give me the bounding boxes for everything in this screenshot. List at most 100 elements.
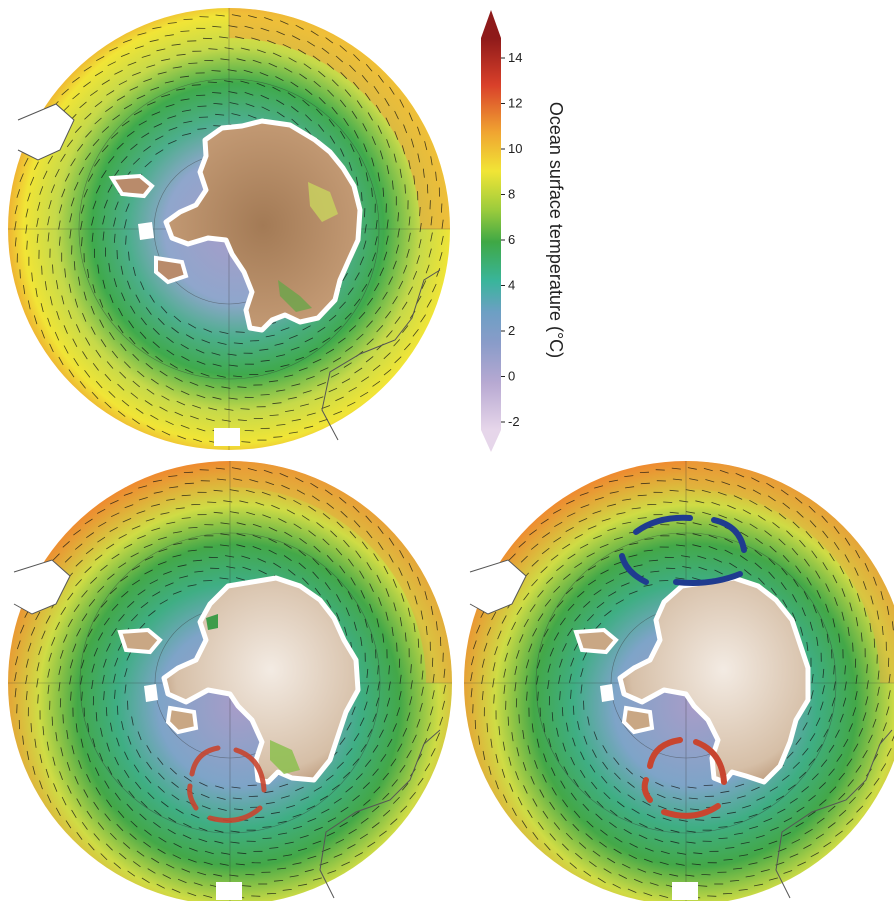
current-vector [237, 852, 247, 855]
current-vector [58, 204, 63, 214]
current-vector [786, 530, 794, 538]
current-vector [305, 114, 312, 122]
current-vector [352, 81, 360, 90]
current-vector [723, 859, 733, 861]
current-vector [168, 475, 178, 477]
current-vector [29, 176, 35, 186]
current-vector [70, 197, 75, 207]
current-vector [390, 758, 397, 767]
current-vector [94, 767, 100, 776]
current-vector [239, 500, 249, 504]
current-vector [834, 729, 840, 738]
current-vector [94, 70, 104, 77]
current-vector [613, 536, 623, 540]
current-vector [193, 438, 203, 443]
current-vector [146, 745, 152, 754]
current-vector [200, 372, 210, 377]
current-vector [137, 731, 142, 741]
current-vector [336, 761, 344, 769]
current-vector [724, 538, 733, 543]
current-vector [229, 511, 239, 514]
current-vector [247, 468, 257, 472]
current-vector [612, 883, 621, 889]
current-vector [61, 88, 69, 96]
current-vector [83, 643, 88, 653]
current-vector [86, 532, 95, 539]
current-vector [424, 141, 428, 151]
current-vector [133, 110, 143, 116]
current-vector [547, 663, 551, 673]
current-vector [537, 613, 544, 622]
current-vector [79, 380, 86, 389]
current-vector [265, 802, 275, 805]
current-vector [356, 604, 361, 614]
current-vector [857, 783, 865, 791]
current-vector [265, 370, 275, 372]
current-vector [532, 832, 539, 840]
current-vector [675, 863, 685, 866]
current-vector [693, 852, 703, 855]
current-vector [848, 579, 853, 588]
panel-top-island [108, 173, 155, 199]
current-vector [233, 342, 243, 345]
current-vector [126, 803, 134, 811]
current-vector [146, 761, 153, 770]
current-vector [198, 838, 208, 843]
current-vector [76, 832, 83, 840]
colorbar-tick-label: 8 [508, 187, 515, 202]
current-vector [15, 656, 19, 666]
current-vector [403, 264, 408, 274]
current-vector [147, 868, 156, 874]
current-vector [268, 549, 277, 555]
current-vector [762, 805, 772, 810]
panel-top-ice-shelf [308, 182, 338, 222]
current-vector [860, 632, 863, 642]
current-vector [107, 155, 115, 164]
current-vector [67, 618, 73, 628]
current-vector [876, 610, 880, 620]
current-vector [375, 104, 381, 113]
current-vector [583, 735, 588, 745]
current-vector [288, 57, 297, 63]
current-vector [833, 541, 840, 551]
current-vector [54, 331, 60, 341]
current-vector [336, 521, 344, 529]
current-vector [406, 581, 411, 590]
current-vector [355, 773, 363, 781]
current-vector [529, 529, 537, 536]
current-vector [42, 170, 48, 180]
current-vector [748, 813, 758, 818]
current-vector [296, 489, 306, 495]
current-vector [325, 774, 334, 781]
current-vector [240, 47, 250, 51]
current-vector [624, 475, 634, 477]
current-vector [176, 88, 186, 91]
current-vector [156, 48, 166, 52]
current-vector [372, 252, 376, 262]
current-vector [812, 604, 817, 614]
current-vector [807, 811, 816, 818]
current-vector [303, 63, 312, 70]
current-vector [384, 310, 392, 319]
current-vector [327, 870, 337, 874]
current-vector [795, 565, 802, 574]
current-vector [119, 371, 127, 379]
current-vector [567, 603, 575, 611]
current-vector [231, 786, 241, 789]
current-vector [97, 822, 105, 830]
current-vector [114, 657, 119, 667]
current-vector [203, 861, 213, 865]
current-vector [379, 830, 387, 837]
current-vector [49, 296, 53, 306]
current-vector [404, 632, 407, 642]
current-vector [113, 217, 116, 227]
current-vector [393, 602, 397, 612]
current-vector [838, 772, 846, 781]
current-vector [155, 355, 163, 363]
current-vector [511, 732, 514, 742]
current-vector [614, 548, 624, 553]
current-vector [347, 844, 356, 849]
current-vector [511, 621, 516, 631]
current-vector [372, 768, 379, 776]
current-vector [384, 97, 390, 107]
